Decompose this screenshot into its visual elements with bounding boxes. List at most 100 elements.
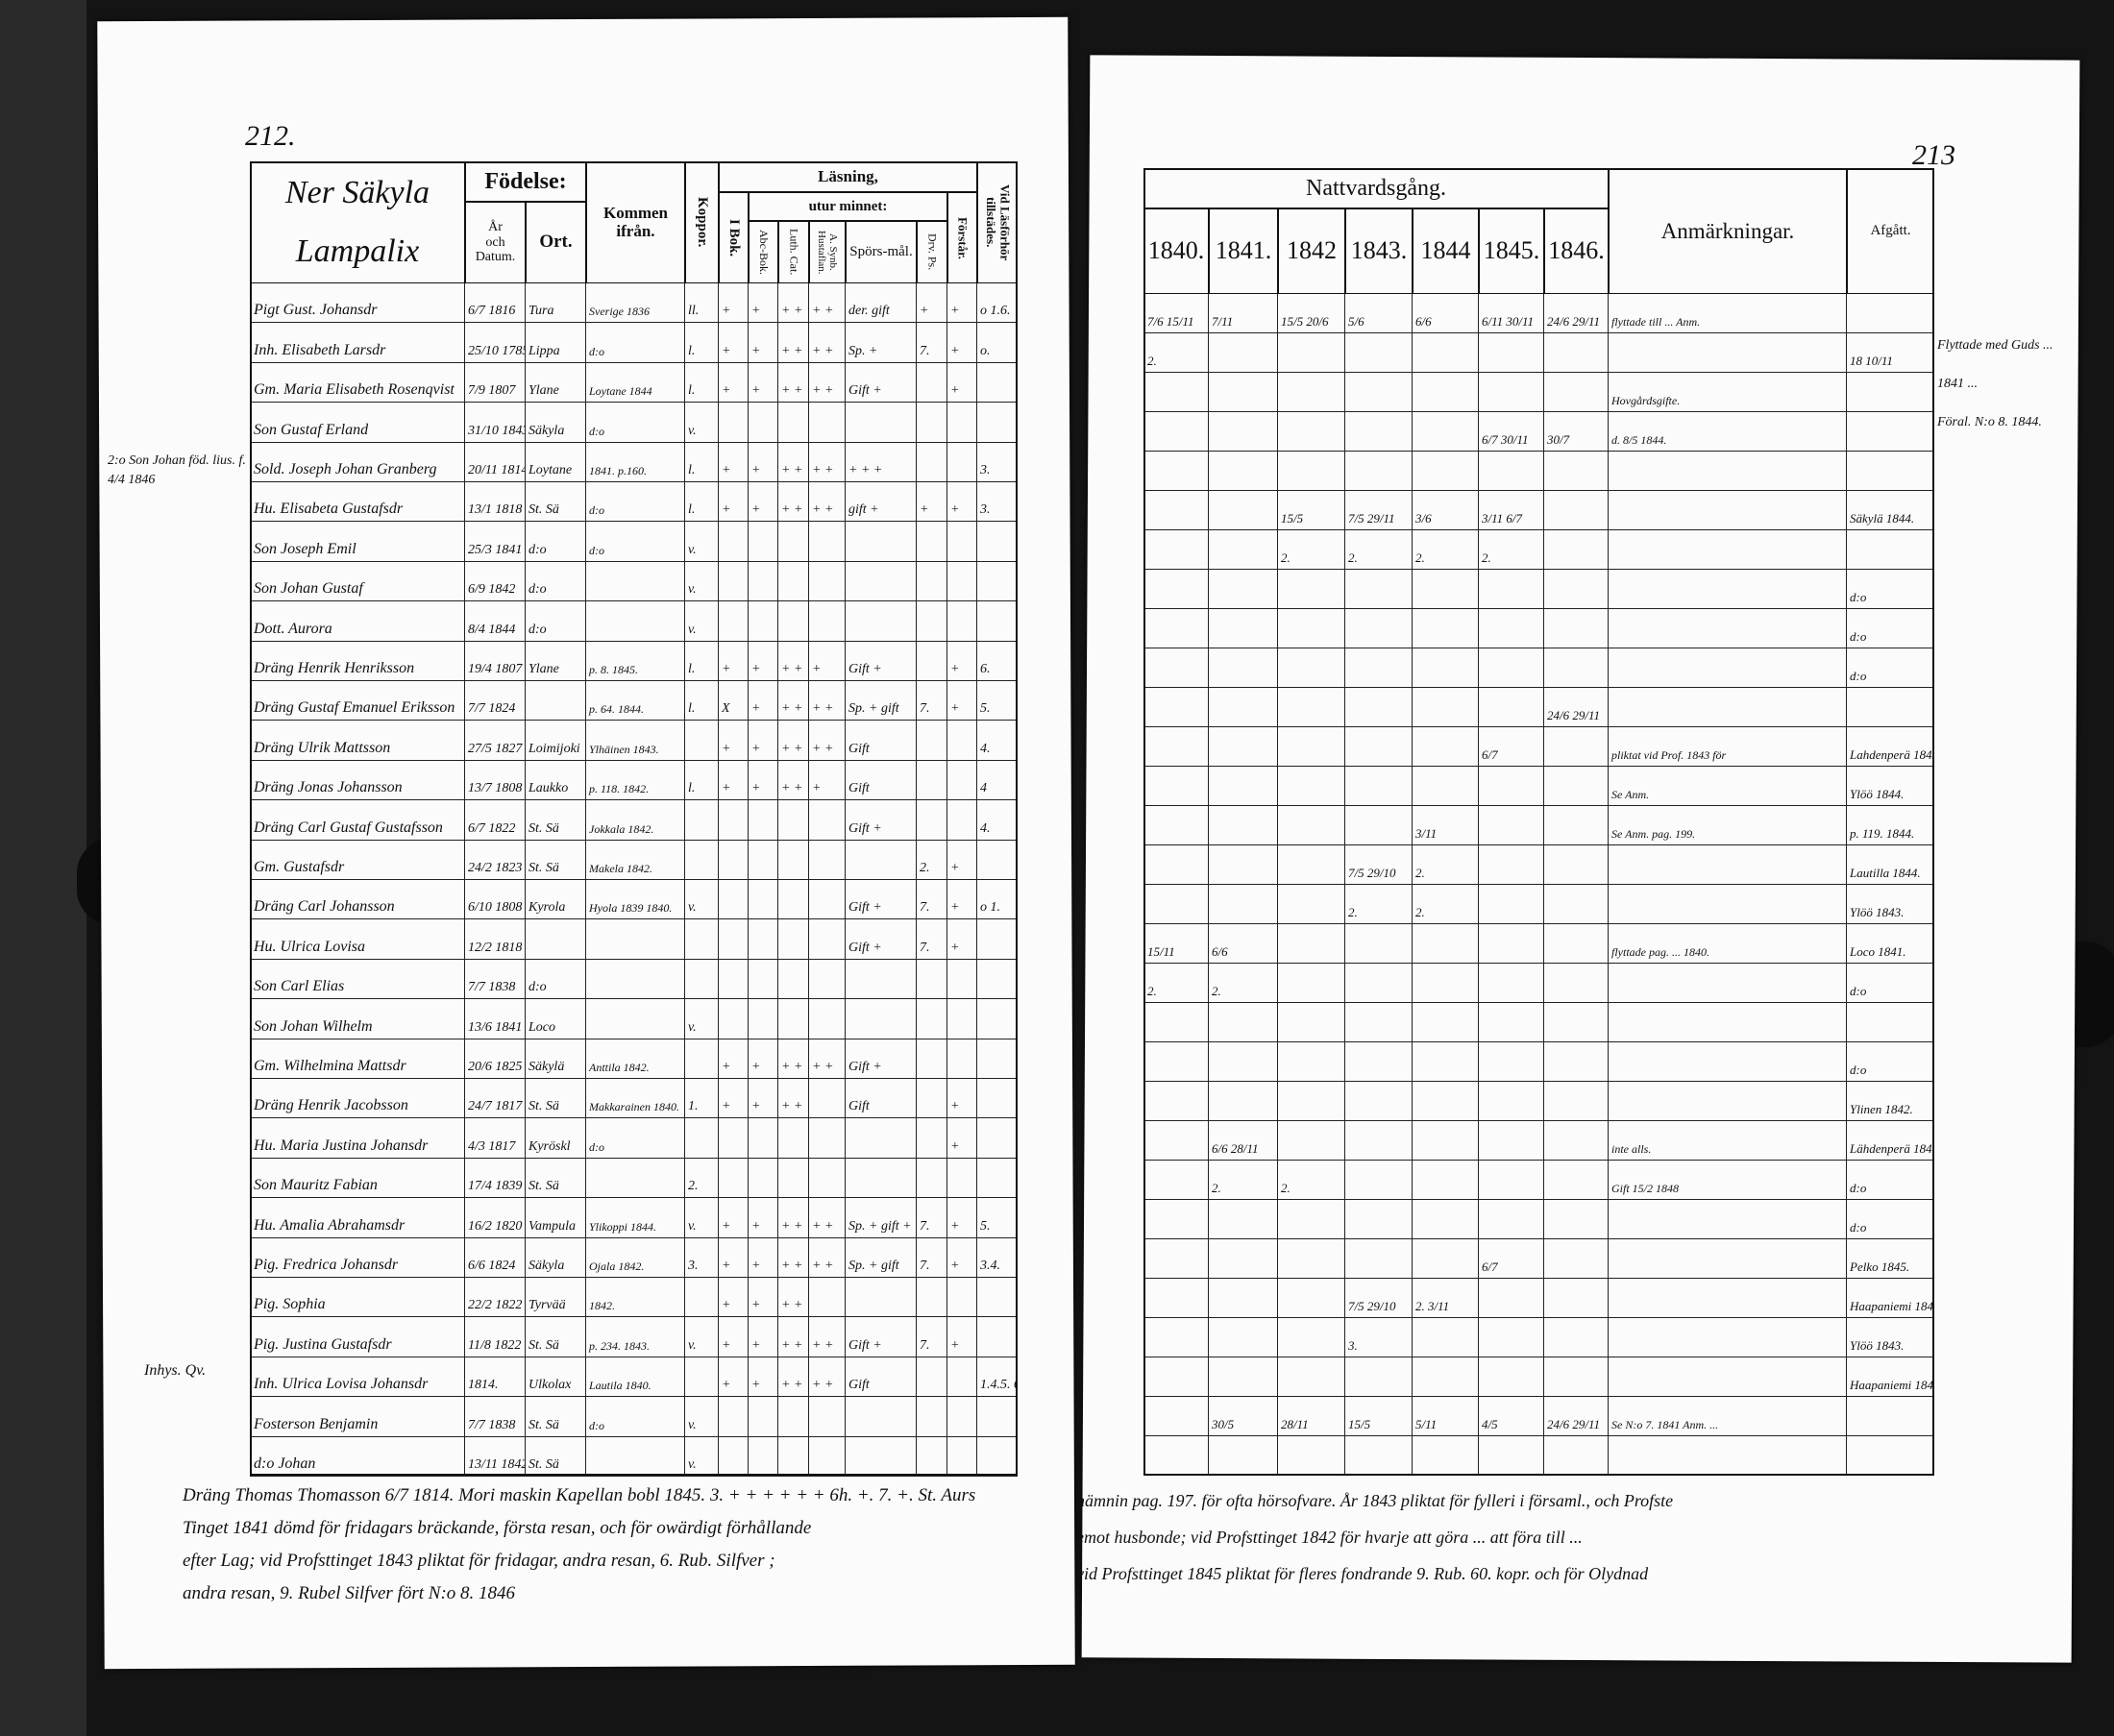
cell-n1843: [1345, 688, 1413, 727]
cell-abc-bok: +: [749, 1357, 778, 1398]
cell-birth-place: St. Sä: [526, 482, 586, 523]
cell-afgatt: d:o: [1847, 570, 1934, 609]
cell-i-bok: [719, 1397, 749, 1437]
cell-n1840: [1143, 412, 1209, 452]
cell-n1841: 6/6: [1209, 924, 1278, 964]
cell-forstar: [947, 1158, 977, 1199]
parish-heading-2: Lampalix: [250, 221, 465, 283]
cell-came-from: 1842.: [586, 1278, 685, 1318]
cell-n1845: [1479, 452, 1544, 491]
cell-vid-lasforhor: [977, 1079, 1018, 1119]
cell-drv-ps: [917, 1158, 947, 1199]
cell-drv-ps: 2.: [917, 840, 947, 880]
cell-n1843: [1345, 412, 1413, 452]
cell-abc-bok: [749, 403, 778, 443]
cell-birth-place: St. Sä: [526, 1436, 586, 1477]
cell-koppor: [685, 1357, 719, 1398]
cell-luth-cat: + +: [778, 482, 809, 523]
cell-n1844: [1413, 1042, 1479, 1082]
cell-n1842: [1278, 1279, 1345, 1318]
cell-koppor: 2.: [685, 1158, 719, 1199]
cell-n1846: [1544, 1279, 1609, 1318]
cell-vid-lasforhor: [977, 561, 1018, 602]
cell-a-synb: [809, 1118, 846, 1159]
cell-forstar: [947, 1357, 977, 1398]
cell-name: Inh. Elisabeth Larsdr: [250, 323, 465, 363]
cell-anmarkning: flyttade pag. ... 1840.: [1609, 924, 1847, 964]
cell-anmarkning: [1609, 570, 1847, 609]
cell-name: Pigt Gust. Johansdr: [250, 283, 465, 324]
cell-anmarkning: flyttade till ... Anm.: [1609, 294, 1847, 333]
cell-a-synb: + +: [809, 721, 846, 761]
cell-a-synb: [809, 561, 846, 602]
cell-sporsmal: Gift +: [846, 919, 917, 960]
cell-luth-cat: + +: [778, 323, 809, 363]
cell-sporsmal: + + +: [846, 442, 917, 482]
cell-drv-ps: [917, 1357, 947, 1398]
cell-n1842: [1278, 727, 1345, 767]
cell-luth-cat: [778, 880, 809, 920]
cell-a-synb: [809, 522, 846, 562]
cell-n1841: [1209, 1200, 1278, 1239]
cell-drv-ps: +: [917, 283, 947, 324]
cell-birth-date: 24/2 1823: [465, 840, 526, 880]
cell-n1846: [1544, 1318, 1609, 1357]
cell-n1844: [1413, 412, 1479, 452]
cell-n1842: [1278, 806, 1345, 845]
cell-birth-date: 31/10 1843: [465, 403, 526, 443]
cell-vid-lasforhor: [977, 403, 1018, 443]
cell-anmarkning: Se Anm. pag. 199.: [1609, 806, 1847, 845]
cell-forstar: [947, 1397, 977, 1437]
cell-anmarkning: [1609, 885, 1847, 924]
cell-birth-date: 17/4 1839: [465, 1158, 526, 1199]
cell-n1840: [1143, 1161, 1209, 1200]
cell-name: Sold. Joseph Johan Granberg: [250, 442, 465, 482]
cell-koppor: [685, 840, 719, 880]
cell-name: Hu. Ulrica Lovisa: [250, 919, 465, 960]
header-i-bok: I Bok.: [719, 192, 749, 283]
cell-n1840: [1143, 530, 1209, 570]
cell-n1843: 7/5 29/11: [1345, 491, 1413, 530]
cell-forstar: +: [947, 1079, 977, 1119]
header-year: 1845.: [1479, 208, 1544, 294]
cell-i-bok: [719, 800, 749, 841]
cell-drv-ps: 7.: [917, 1317, 947, 1357]
cell-luth-cat: + +: [778, 1317, 809, 1357]
cell-came-from: d:o: [586, 323, 685, 363]
cell-came-from: Anttila 1842.: [586, 1039, 685, 1079]
cell-sporsmal: [846, 1278, 917, 1318]
cell-n1843: [1345, 964, 1413, 1003]
cell-a-synb: + +: [809, 1357, 846, 1398]
cell-sporsmal: Gift: [846, 721, 917, 761]
left-margin-note-1: 2:o Son Johan föd. lius. f. 4/4 1846: [108, 453, 246, 487]
cell-n1846: [1544, 1436, 1609, 1476]
cell-n1840: [1143, 1121, 1209, 1161]
cell-koppor: v.: [685, 1436, 719, 1477]
cell-afgatt: Ylöö 1843.: [1847, 885, 1934, 924]
cell-luth-cat: + +: [778, 721, 809, 761]
cell-forstar: +: [947, 880, 977, 920]
header-sporsmal: Spörs-mål.: [846, 221, 917, 283]
cell-birth-place: d:o: [526, 522, 586, 562]
cell-came-from: p. 8. 1845.: [586, 641, 685, 681]
cell-n1844: [1413, 1318, 1479, 1357]
cell-sporsmal: [846, 403, 917, 443]
cell-afgatt: Loco 1841.: [1847, 924, 1934, 964]
cell-anmarkning: [1609, 1082, 1847, 1121]
cell-i-bok: [719, 959, 749, 1000]
cell-drv-ps: [917, 601, 947, 642]
cell-birth-place: Laukko: [526, 760, 586, 801]
header-abc-bok: Abc-Bok.: [749, 221, 778, 283]
cell-i-bok: [719, 880, 749, 920]
cell-abc-bok: +: [749, 1079, 778, 1119]
cell-luth-cat: + +: [778, 1198, 809, 1238]
cell-sporsmal: Gift +: [846, 1039, 917, 1079]
cell-came-from: d:o: [586, 403, 685, 443]
cell-birth-date: 16/2 1820: [465, 1198, 526, 1238]
cell-forstar: +: [947, 283, 977, 324]
cell-birth-place: Ulkolax: [526, 1357, 586, 1398]
left-bottom-note-line: Tinget 1841 dömd för fridagars bräckande…: [183, 1518, 812, 1538]
cell-koppor: [685, 959, 719, 1000]
cell-anmarkning: [1609, 964, 1847, 1003]
cell-forstar: +: [947, 681, 977, 721]
